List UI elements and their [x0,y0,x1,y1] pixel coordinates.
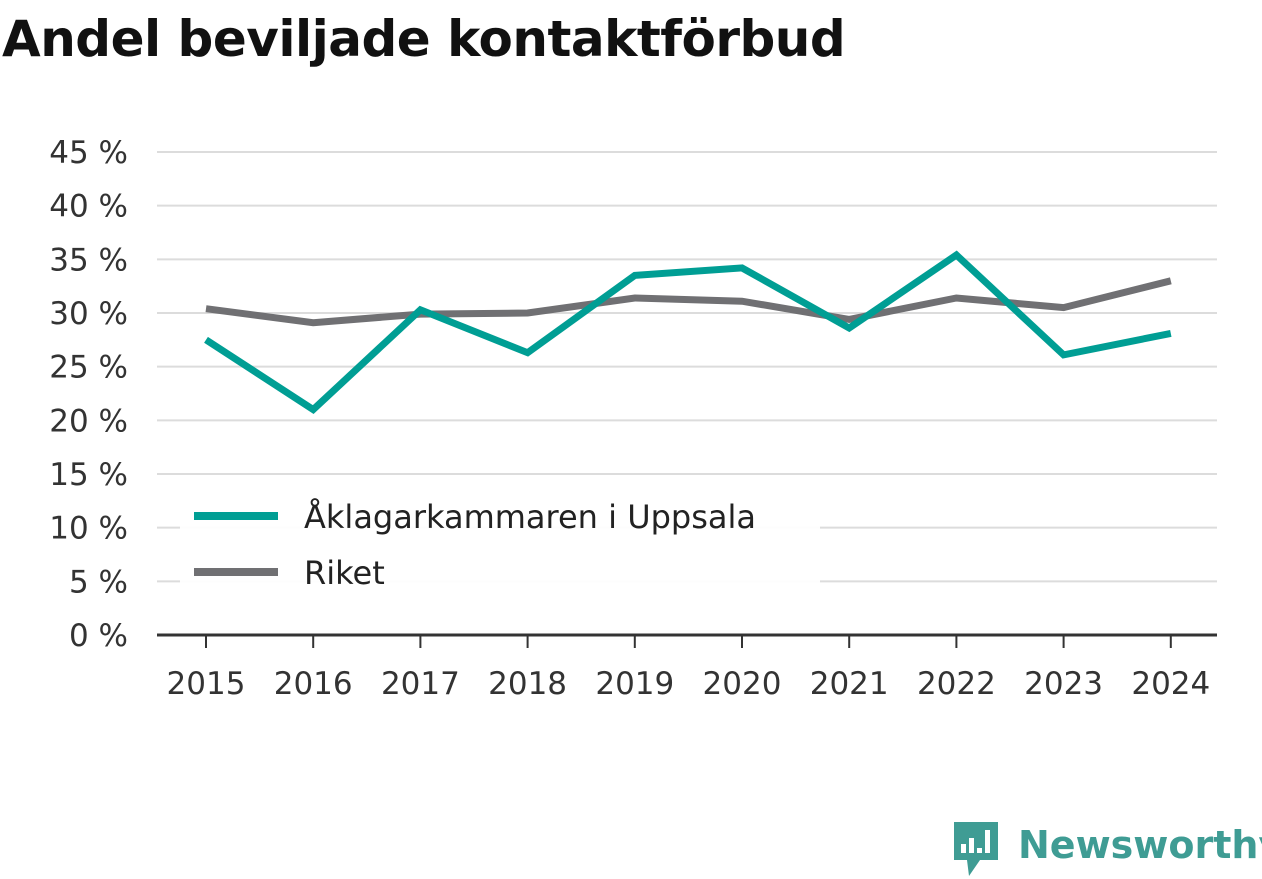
series-lines [204,250,1172,415]
y-tick-label: 40 % [49,189,128,225]
newsworthy-brand: Newsworthy [954,822,1262,876]
y-tick-label: 45 % [49,135,128,171]
legend: Åklagarkammaren i Uppsala Riket [180,486,820,604]
y-tick-label: 30 % [49,296,128,332]
x-tick-label: 2019 [595,666,674,702]
chart-title: Andel beviljade kontaktförbud [2,10,846,68]
y-tick-label: 15 % [49,457,128,493]
legend-label: Åklagarkammaren i Uppsala [304,498,756,536]
brand-name: Newsworthy [1018,823,1262,867]
y-tick-label: 20 % [49,403,128,439]
legend-label: Riket [304,554,385,592]
x-tick-label: 2018 [488,666,567,702]
series-line-aklagarkammaren-uppsala [204,250,1172,415]
y-tick-label: 10 % [49,511,128,547]
newsworthy-logo-icon [954,822,998,876]
y-tick-label: 35 % [49,242,128,278]
x-tick-label: 2020 [703,666,782,702]
y-axis-tick-labels: 0 % 5 % 10 % 15 % 20 % 25 % 30 % 35 % 40 % 45 % [49,135,128,654]
x-tick-label: 2023 [1024,666,1103,702]
x-axis-ticks [205,635,1172,648]
y-tick-label: 0 % [69,618,128,654]
x-tick-label: 2024 [1131,666,1210,702]
x-tick-label: 2017 [381,666,460,702]
y-tick-label: 5 % [69,564,128,600]
x-tick-label: 2022 [917,666,996,702]
x-tick-label: 2016 [274,666,353,702]
legend-background [180,486,820,604]
x-tick-label: 2021 [810,666,889,702]
x-tick-label: 2015 [167,666,246,702]
y-tick-label: 25 % [49,350,128,386]
x-axis-tick-labels: 2015 2016 2017 2018 2019 2020 2021 2022 2023 2024 [167,666,1211,702]
